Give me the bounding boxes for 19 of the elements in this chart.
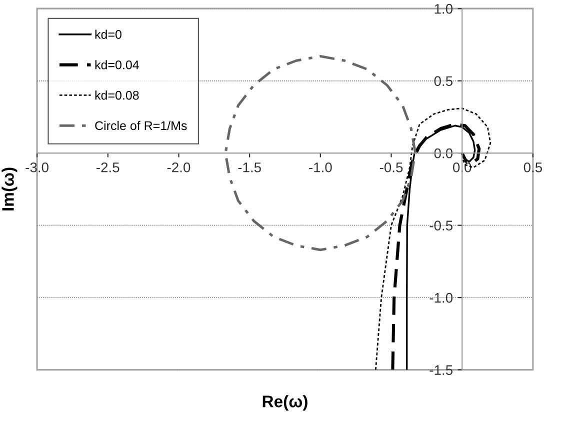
y-tick-label: 1.0 [434,4,453,14]
x-axis-title: Re(ω) [262,395,308,411]
x-tick-label: 0.0 [452,162,472,172]
x-tick-label: -1.5 [238,162,261,172]
y-tick-label: -1.0 [430,292,453,303]
legend-label: kd=0.04 [95,60,139,70]
legend-label: kd=0 [95,30,122,39]
x-tick-label: -2.0 [167,162,190,172]
x-tick-label: -3.0 [26,162,48,172]
y-tick-label: 0.5 [434,76,452,86]
x-tick-label: -1.0 [309,162,332,172]
y-tick-label: -1.5 [430,365,452,375]
x-tick-label: 0.5 [524,162,542,172]
x-tick-label: -0.5 [380,162,403,172]
x-tick-label: -2.5 [96,162,120,172]
y-tick-label: -0.5 [430,220,452,230]
legend-label: Circle of R=1/Ms [95,120,187,130]
legend-label: kd=0.08 [95,90,139,100]
y-axis-title: Im(ω) [2,168,18,210]
